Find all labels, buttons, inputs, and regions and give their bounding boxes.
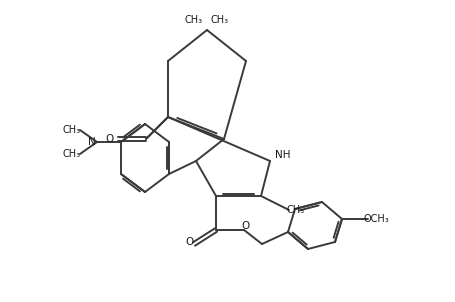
Text: CH₃: CH₃ — [63, 125, 81, 135]
Text: O: O — [185, 237, 193, 247]
Text: CH₃: CH₃ — [185, 15, 203, 25]
Text: O: O — [242, 221, 250, 231]
Text: OCH₃: OCH₃ — [363, 214, 389, 224]
Text: NH: NH — [275, 150, 291, 160]
Text: N: N — [88, 137, 96, 147]
Text: CH₃: CH₃ — [211, 15, 229, 25]
Text: CH₃: CH₃ — [63, 149, 81, 159]
Text: O: O — [106, 134, 114, 144]
Text: CH₃: CH₃ — [287, 205, 305, 215]
